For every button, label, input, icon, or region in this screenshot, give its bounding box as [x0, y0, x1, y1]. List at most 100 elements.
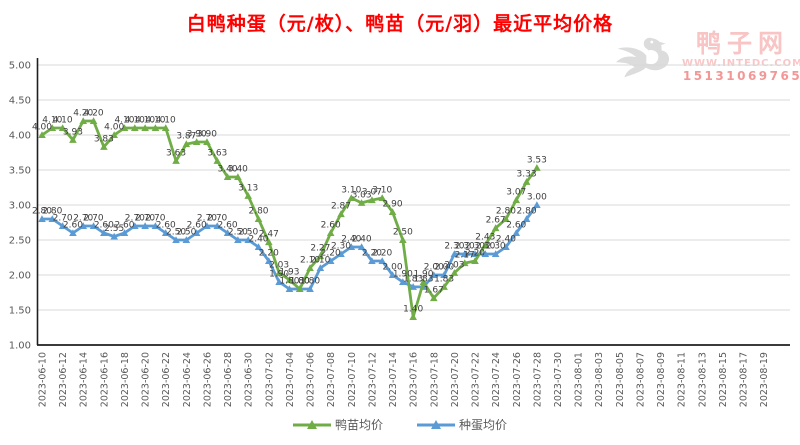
svg-text:2023-08-05: 2023-08-05	[615, 352, 626, 407]
svg-text:2023-08-07: 2023-08-07	[635, 352, 646, 407]
svg-text:3.53: 3.53	[527, 155, 547, 165]
svg-text:1.83: 1.83	[434, 274, 454, 284]
svg-text:1.67: 1.67	[424, 286, 444, 296]
svg-text:5.00: 5.00	[9, 61, 31, 72]
svg-text:2023-08-19: 2023-08-19	[759, 352, 770, 407]
svg-text:2.30: 2.30	[331, 242, 351, 252]
svg-text:3.03: 3.03	[352, 190, 372, 200]
svg-text:2023-07-04: 2023-07-04	[285, 352, 296, 407]
svg-text:3.40: 3.40	[218, 165, 238, 175]
svg-text:3.33: 3.33	[517, 169, 537, 179]
svg-text:2.10: 2.10	[300, 256, 320, 266]
svg-text:2023-07-02: 2023-07-02	[264, 352, 275, 407]
svg-text:2.30: 2.30	[444, 242, 464, 252]
svg-text:2023-08-03: 2023-08-03	[594, 352, 605, 407]
svg-text:2023-06-28: 2023-06-28	[223, 352, 234, 407]
svg-text:2.50: 2.50	[9, 236, 31, 247]
svg-text:2023-06-22: 2023-06-22	[161, 352, 172, 407]
svg-text:2.50: 2.50	[166, 228, 186, 238]
duckling-series-swatch-icon	[292, 419, 331, 429]
svg-text:1.80: 1.80	[300, 277, 320, 287]
svg-text:2.00: 2.00	[424, 263, 444, 273]
svg-text:2023-07-18: 2023-07-18	[429, 352, 440, 407]
svg-text:2023-06-24: 2023-06-24	[182, 352, 193, 407]
svg-text:2.27: 2.27	[310, 244, 330, 254]
svg-text:4.00: 4.00	[32, 123, 52, 133]
svg-text:2.00: 2.00	[383, 263, 403, 273]
svg-text:2.60: 2.60	[321, 221, 341, 231]
svg-text:2.30: 2.30	[465, 242, 485, 252]
svg-text:2.17: 2.17	[455, 251, 475, 261]
svg-text:2.30: 2.30	[475, 242, 495, 252]
svg-text:1.80: 1.80	[290, 277, 310, 287]
svg-text:2023-07-24: 2023-07-24	[491, 352, 502, 407]
svg-text:2023-07-10: 2023-07-10	[347, 352, 358, 407]
svg-text:3.90: 3.90	[197, 130, 217, 140]
svg-text:1.50: 1.50	[9, 306, 31, 317]
svg-text:2023-08-09: 2023-08-09	[656, 352, 667, 407]
svg-text:2.40: 2.40	[352, 235, 372, 245]
svg-text:2.70: 2.70	[84, 214, 104, 224]
svg-text:2023-08-17: 2023-08-17	[739, 352, 750, 407]
svg-text:2.60: 2.60	[218, 221, 238, 231]
svg-text:4.10: 4.10	[145, 116, 165, 126]
svg-text:2023-08-01: 2023-08-01	[574, 352, 585, 407]
chart-title: 白鸭种蛋（元/枚）、鸭苗（元/羽）最近平均价格	[186, 13, 614, 35]
svg-text:2.80: 2.80	[517, 207, 537, 217]
svg-text:2023-06-26: 2023-06-26	[202, 352, 213, 407]
svg-text:2023-06-30: 2023-06-30	[244, 352, 255, 407]
svg-text:2.20: 2.20	[465, 249, 485, 259]
svg-text:4.00: 4.00	[9, 131, 31, 142]
legend-label-duckling: 鸭苗均价	[334, 418, 383, 432]
svg-text:4.10: 4.10	[114, 116, 134, 126]
svg-text:2.70: 2.70	[73, 214, 93, 224]
svg-text:1.83: 1.83	[403, 274, 423, 284]
svg-text:1.90: 1.90	[393, 270, 413, 280]
svg-text:3.00: 3.00	[9, 201, 31, 212]
svg-text:4.00: 4.00	[104, 123, 124, 133]
svg-text:2.90: 2.90	[383, 200, 403, 210]
svg-text:2.43: 2.43	[475, 232, 495, 242]
svg-text:2023-06-16: 2023-06-16	[99, 352, 110, 407]
svg-text:3.90: 3.90	[187, 130, 207, 140]
svg-text:3.63: 3.63	[207, 148, 227, 158]
svg-text:2.60: 2.60	[187, 221, 207, 231]
svg-text:2023-07-16: 2023-07-16	[409, 352, 420, 407]
svg-text:2.40: 2.40	[341, 235, 361, 245]
svg-text:2.55: 2.55	[104, 224, 124, 234]
svg-text:4.10: 4.10	[135, 116, 155, 126]
svg-text:2.67: 2.67	[486, 216, 506, 226]
chart-legend: 鸭苗均价 种蛋均价	[0, 416, 800, 433]
svg-text:3.93: 3.93	[63, 127, 83, 137]
svg-text:3.63: 3.63	[166, 148, 186, 158]
svg-text:2.30: 2.30	[455, 242, 475, 252]
svg-text:2023-07-20: 2023-07-20	[450, 352, 461, 407]
svg-text:2023-07-26: 2023-07-26	[512, 352, 523, 407]
svg-text:2.47: 2.47	[259, 230, 279, 240]
svg-text:1.90: 1.90	[269, 270, 289, 280]
svg-text:2.80: 2.80	[248, 207, 268, 217]
svg-text:4.10: 4.10	[53, 116, 73, 126]
svg-text:2.70: 2.70	[135, 214, 155, 224]
legend-item-egg: 种蛋均价	[417, 416, 507, 433]
svg-text:3.50: 3.50	[9, 166, 31, 177]
svg-text:2.60: 2.60	[94, 221, 114, 231]
svg-text:2023-07-22: 2023-07-22	[471, 352, 482, 407]
svg-text:2.70: 2.70	[145, 214, 165, 224]
svg-text:2.87: 2.87	[331, 202, 351, 212]
svg-text:3.07: 3.07	[506, 188, 526, 198]
svg-text:3.83: 3.83	[94, 134, 114, 144]
svg-text:3.00: 3.00	[527, 193, 547, 203]
svg-text:2.80: 2.80	[32, 207, 52, 217]
svg-text:2023-07-06: 2023-07-06	[306, 352, 317, 407]
svg-text:2.03: 2.03	[444, 260, 464, 270]
svg-text:2.20: 2.20	[362, 249, 382, 259]
svg-text:2.20: 2.20	[321, 249, 341, 259]
svg-text:1.80: 1.80	[290, 277, 310, 287]
svg-text:1.90: 1.90	[413, 270, 433, 280]
svg-text:2023-08-13: 2023-08-13	[697, 352, 708, 407]
svg-text:2023-06-14: 2023-06-14	[79, 352, 90, 407]
